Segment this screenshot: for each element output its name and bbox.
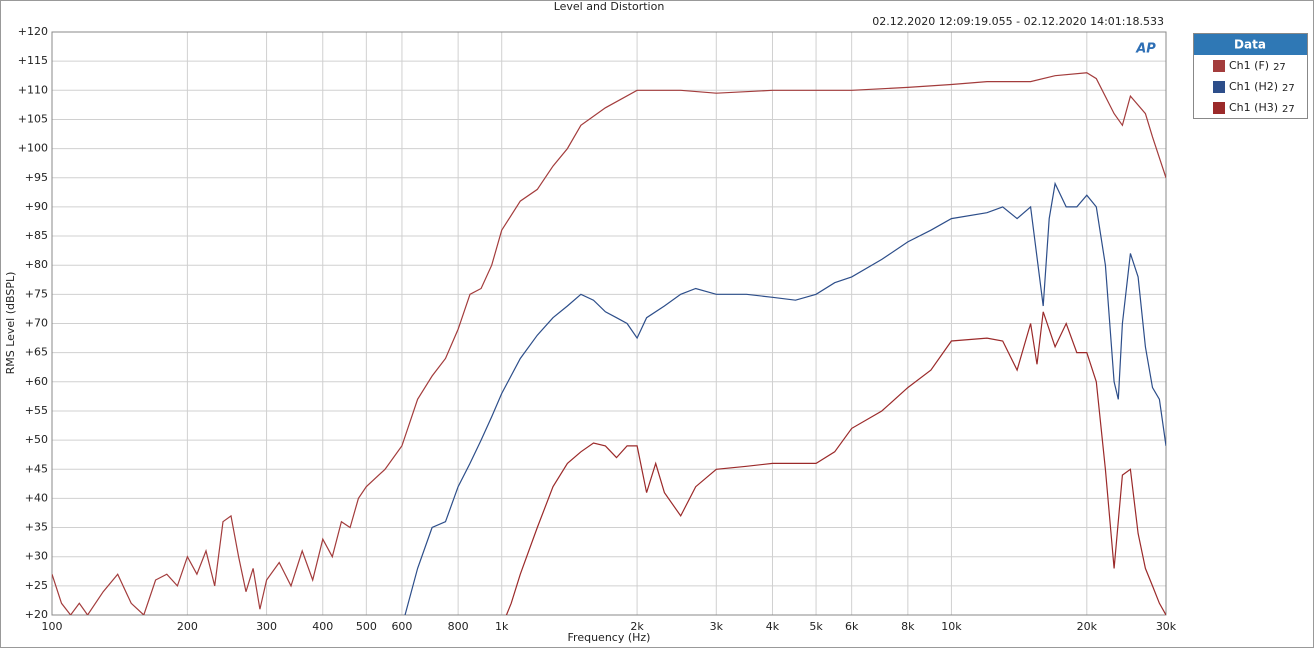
- legend-suffix: 27: [1282, 104, 1295, 115]
- logo: AP: [1135, 42, 1156, 57]
- y-tick-label: +105: [18, 112, 48, 125]
- y-tick-label: +110: [18, 83, 48, 96]
- y-tick-label: +70: [25, 317, 48, 330]
- legend-header: [1194, 34, 1307, 55]
- y-tick-label: +40: [25, 491, 48, 504]
- legend: Data Ch1 (F) 27 Ch1 (H2) 27 Ch1 (H3) 27: [1193, 33, 1308, 119]
- y-tick-label: +55: [25, 404, 48, 417]
- x-tick-label: 10k: [941, 620, 962, 633]
- x-tick-label: 800: [448, 620, 469, 633]
- x-tick-label: 400: [312, 620, 333, 633]
- x-tick-label: 4k: [766, 620, 780, 633]
- y-tick-label: +115: [18, 54, 48, 67]
- chart-title: Level and Distortion: [554, 0, 665, 13]
- x-tick-label: 200: [177, 620, 198, 633]
- y-tick-label: +90: [25, 200, 48, 213]
- x-tick-label: 3k: [710, 620, 724, 633]
- y-tick-label: +95: [25, 171, 48, 184]
- y-axis-label: RMS Level (dBSPL): [4, 272, 17, 375]
- x-tick-label: 600: [391, 620, 412, 633]
- series-line: [505, 311, 1166, 615]
- y-tick-label: +30: [25, 550, 48, 563]
- x-tick-label: 5k: [809, 620, 823, 633]
- x-tick-label: 20k: [1077, 620, 1098, 633]
- y-tick-label: +85: [25, 229, 48, 242]
- legend-swatch: [1213, 81, 1225, 93]
- chart-subtitle: 02.12.2020 12:09:19.055 - 02.12.2020 14:…: [872, 15, 1164, 28]
- legend-suffix: 27: [1282, 83, 1295, 94]
- y-tick-label: +120: [18, 25, 48, 38]
- y-tick-label: +45: [25, 462, 48, 475]
- plot-border: [51, 31, 1167, 616]
- x-tick-label: 2k: [630, 620, 644, 633]
- x-tick-label: 30k: [1156, 620, 1177, 633]
- x-tick-label: 300: [256, 620, 277, 633]
- x-tick-label: 100: [42, 620, 63, 633]
- y-tick-label: +80: [25, 258, 48, 271]
- legend-label: Ch1 (F): [1229, 59, 1269, 72]
- x-tick-label: 6k: [845, 620, 859, 633]
- y-tick-label: +100: [18, 142, 48, 155]
- y-tick-label: +50: [25, 433, 48, 446]
- x-tick-label: 500: [356, 620, 377, 633]
- x-tick-label: 8k: [901, 620, 915, 633]
- legend-swatch: [1213, 60, 1225, 72]
- y-tick-label: +25: [25, 579, 48, 592]
- legend-label: Ch1 (H3): [1229, 101, 1278, 114]
- legend-title: Data: [1234, 38, 1266, 52]
- x-axis-label: Frequency (Hz): [568, 631, 651, 644]
- x-tick-label: 1k: [495, 620, 509, 633]
- series-line: [404, 181, 1166, 615]
- y-tick-label: +60: [25, 375, 48, 388]
- y-tick-label: +35: [25, 521, 48, 534]
- y-tick-label: +65: [25, 346, 48, 359]
- plot-lines: [52, 72, 1166, 615]
- y-tick-label: +20: [25, 608, 48, 621]
- legend-suffix: 27: [1273, 62, 1286, 73]
- y-tick-label: +75: [25, 287, 48, 300]
- series-line: [52, 72, 1166, 615]
- legend-swatch: [1213, 102, 1225, 114]
- legend-label: Ch1 (H2): [1229, 80, 1278, 93]
